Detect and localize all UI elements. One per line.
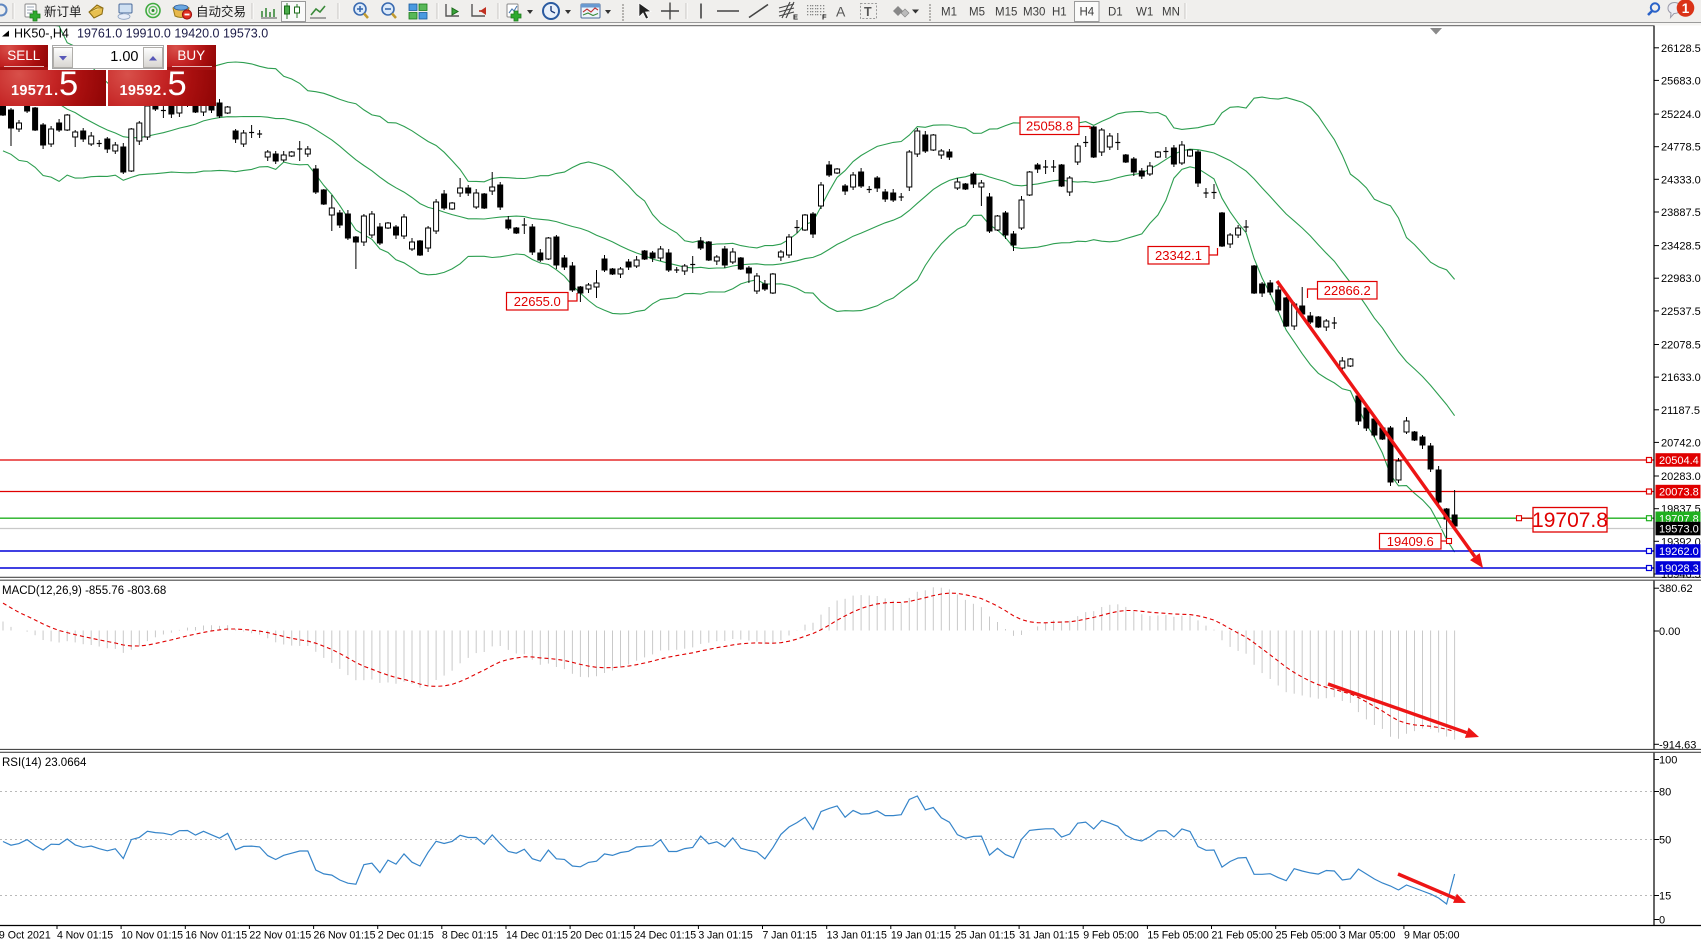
svg-text:M30: M30: [1023, 7, 1045, 19]
svg-text:26128.5: 26128.5: [1661, 43, 1701, 55]
svg-text:19409.6: 19409.6: [1387, 534, 1434, 549]
svg-text:22 Nov 01:15: 22 Nov 01:15: [249, 930, 311, 942]
svg-text:23428.5: 23428.5: [1661, 241, 1701, 253]
svg-text:22655.0: 22655.0: [514, 294, 561, 309]
svg-text:MN: MN: [1162, 7, 1180, 19]
svg-text:7 Jan 01:15: 7 Jan 01:15: [763, 930, 817, 942]
svg-text:20504.4: 20504.4: [1659, 455, 1699, 467]
svg-text:9 Feb 05:00: 9 Feb 05:00: [1083, 930, 1139, 942]
svg-text:16 Nov 01:15: 16 Nov 01:15: [185, 930, 247, 942]
svg-text:19262.0: 19262.0: [1659, 546, 1699, 558]
svg-text:0.00: 0.00: [1659, 626, 1680, 638]
svg-text:14 Dec 01:15: 14 Dec 01:15: [506, 930, 568, 942]
svg-text:80: 80: [1659, 787, 1671, 799]
svg-text:22866.2: 22866.2: [1324, 283, 1371, 298]
svg-text:F: F: [822, 13, 827, 22]
svg-text:W1: W1: [1136, 7, 1153, 19]
svg-text:26 Nov 01:15: 26 Nov 01:15: [314, 930, 376, 942]
svg-text:T: T: [864, 5, 872, 19]
svg-text:21 Feb 05:00: 21 Feb 05:00: [1212, 930, 1273, 942]
svg-text:3 Mar 05:00: 3 Mar 05:00: [1340, 930, 1396, 942]
svg-text:20283.0: 20283.0: [1661, 471, 1701, 483]
svg-text:22537.5: 22537.5: [1661, 306, 1701, 318]
svg-text:100: 100: [1659, 755, 1677, 767]
svg-text:RSI(14) 23.0664: RSI(14) 23.0664: [2, 757, 87, 769]
svg-text:HK50-,H4: HK50-,H4: [14, 27, 69, 41]
svg-text:19707.8: 19707.8: [1532, 509, 1608, 532]
svg-text:25683.0: 25683.0: [1661, 75, 1701, 87]
svg-text:25224.0: 25224.0: [1661, 109, 1701, 121]
svg-text:50: 50: [1659, 835, 1671, 847]
svg-text:D1: D1: [1108, 7, 1123, 19]
svg-text:M5: M5: [969, 7, 985, 19]
svg-text:20742.0: 20742.0: [1661, 437, 1701, 449]
svg-text:20 Dec 01:15: 20 Dec 01:15: [570, 930, 632, 942]
svg-text:24333.0: 24333.0: [1661, 174, 1701, 186]
svg-text:29 Oct 2021: 29 Oct 2021: [0, 930, 51, 942]
svg-text:15: 15: [1659, 891, 1671, 903]
svg-text:A: A: [836, 4, 846, 20]
svg-text:2 Dec 01:15: 2 Dec 01:15: [378, 930, 434, 942]
svg-text:新订单: 新订单: [44, 4, 82, 19]
svg-text:0: 0: [1659, 915, 1665, 927]
svg-text:380.62: 380.62: [1659, 583, 1693, 595]
svg-text:M1: M1: [941, 7, 957, 19]
svg-text:E: E: [793, 13, 798, 22]
svg-text:22983.0: 22983.0: [1661, 273, 1701, 285]
svg-text:MACD(12,26,9) -855.76 -803.68: MACD(12,26,9) -855.76 -803.68: [2, 585, 166, 597]
svg-text:31 Jan 01:15: 31 Jan 01:15: [1019, 930, 1079, 942]
svg-text:25058.8: 25058.8: [1026, 118, 1073, 133]
svg-text:8 Dec 01:15: 8 Dec 01:15: [442, 930, 498, 942]
svg-text:19761.0 19910.0 19420.0 19573.: 19761.0 19910.0 19420.0 19573.0: [77, 27, 268, 41]
svg-text:24 Dec 01:15: 24 Dec 01:15: [634, 930, 696, 942]
svg-text:M15: M15: [995, 7, 1017, 19]
svg-text:21187.5: 21187.5: [1661, 405, 1700, 417]
svg-text:自动交易: 自动交易: [196, 4, 246, 19]
svg-text:1: 1: [1682, 1, 1690, 16]
svg-text:25 Feb 05:00: 25 Feb 05:00: [1276, 930, 1337, 942]
svg-text:H1: H1: [1052, 7, 1067, 19]
svg-text:23887.5: 23887.5: [1661, 207, 1701, 219]
svg-text:25 Jan 01:15: 25 Jan 01:15: [955, 930, 1015, 942]
svg-text:23342.1: 23342.1: [1155, 248, 1202, 263]
svg-text:19 Jan 01:15: 19 Jan 01:15: [891, 930, 951, 942]
svg-text:4 Nov 01:15: 4 Nov 01:15: [57, 930, 113, 942]
svg-text:3 Jan 01:15: 3 Jan 01:15: [698, 930, 752, 942]
svg-text:22078.5: 22078.5: [1661, 340, 1701, 352]
svg-text:-914.63: -914.63: [1659, 739, 1696, 751]
svg-text:24778.5: 24778.5: [1661, 142, 1701, 154]
svg-text:15 Feb 05:00: 15 Feb 05:00: [1147, 930, 1208, 942]
svg-text:20073.8: 20073.8: [1659, 487, 1699, 499]
svg-text:10 Nov 01:15: 10 Nov 01:15: [121, 930, 183, 942]
svg-text:19573.0: 19573.0: [1659, 524, 1699, 536]
svg-text:19028.3: 19028.3: [1659, 563, 1699, 575]
svg-text:H4: H4: [1080, 7, 1095, 19]
svg-text:13 Jan 01:15: 13 Jan 01:15: [827, 930, 887, 942]
svg-text:21633.0: 21633.0: [1661, 372, 1701, 384]
svg-text:9 Mar 05:00: 9 Mar 05:00: [1404, 930, 1460, 942]
